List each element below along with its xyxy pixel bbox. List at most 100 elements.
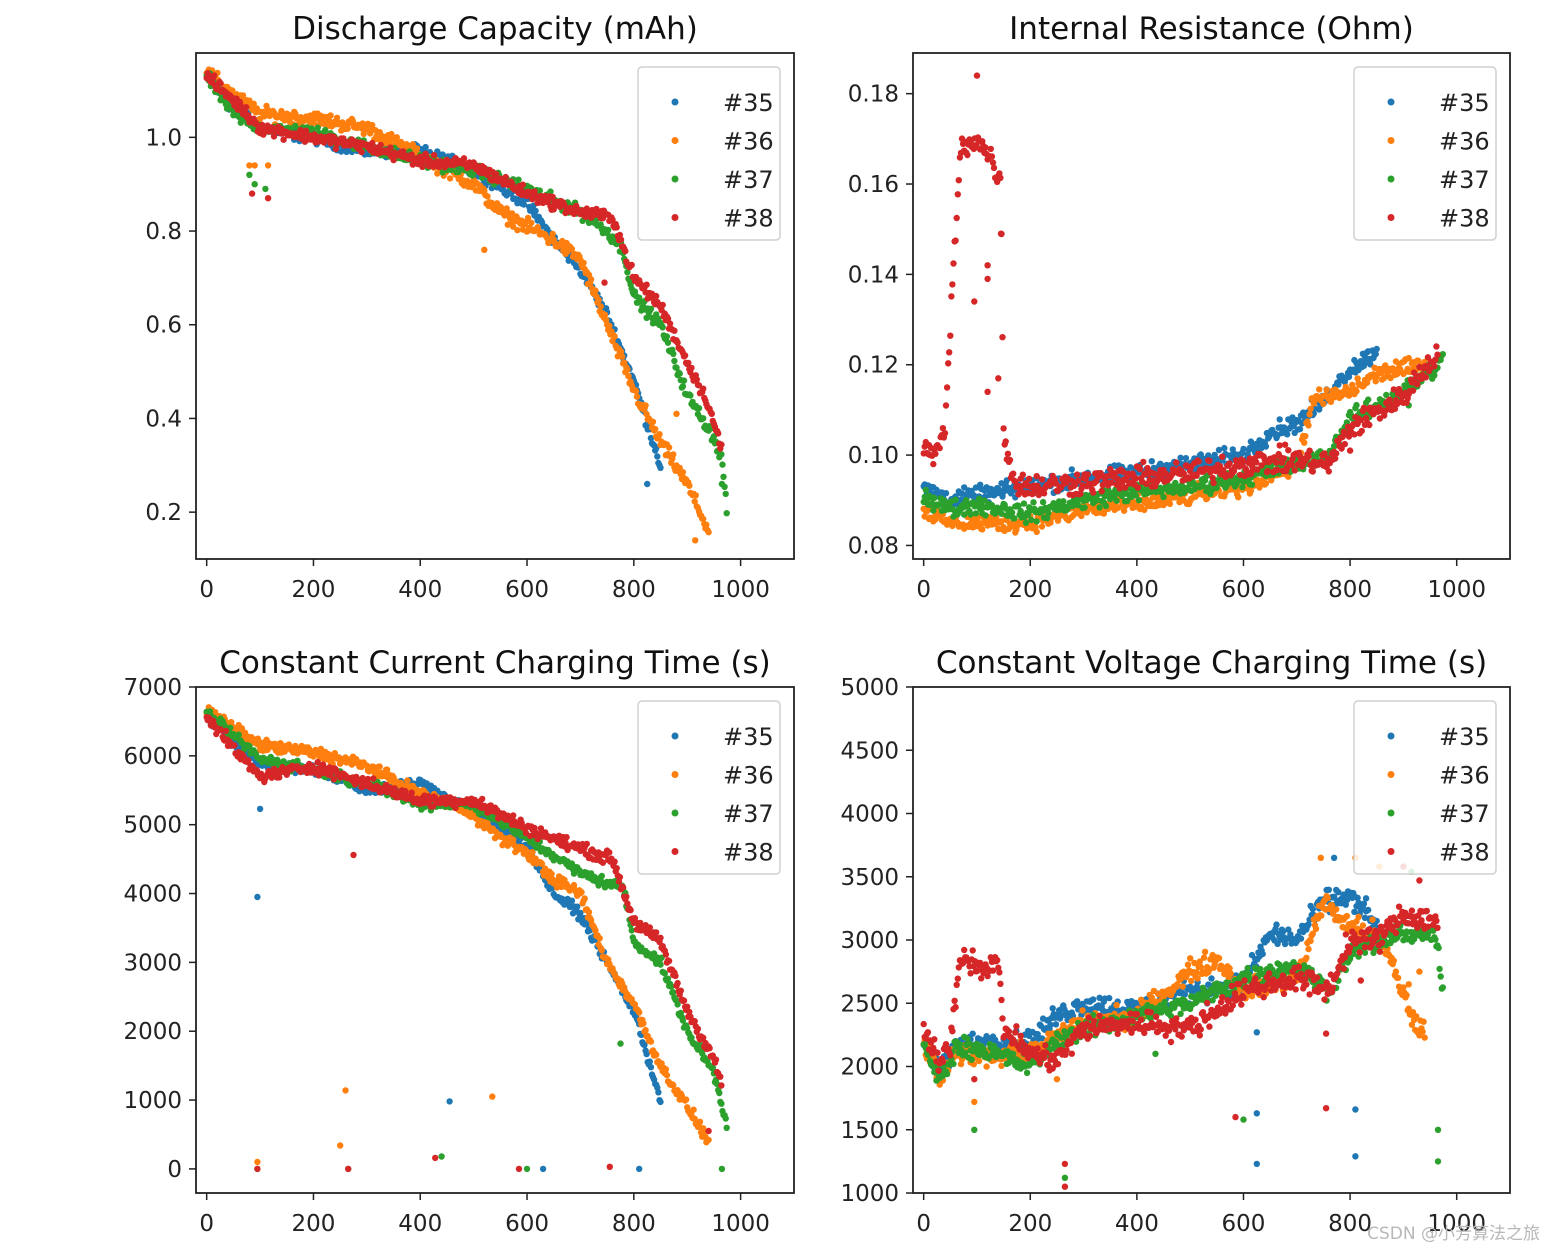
- data-point: [673, 364, 680, 371]
- data-point: [484, 193, 491, 200]
- data-point: [536, 187, 543, 194]
- data-point: [1240, 445, 1247, 453]
- legend-label: #38: [723, 205, 774, 233]
- data-point: [1274, 466, 1281, 474]
- data-point: [1022, 519, 1030, 527]
- outlier-point: [1346, 447, 1354, 454]
- y-tick-label: 0.6: [145, 313, 182, 339]
- data-point: [1008, 509, 1016, 516]
- legend-box: [1353, 66, 1497, 241]
- data-point: [211, 72, 218, 79]
- data-point: [931, 494, 938, 501]
- data-point: [598, 947, 605, 954]
- data-point: [1357, 416, 1365, 424]
- legend-label: #35: [723, 89, 774, 117]
- data-point: [430, 151, 438, 159]
- data-point: [568, 245, 576, 253]
- data-point: [1177, 454, 1184, 461]
- data-point: [1010, 470, 1017, 477]
- data-point: [1349, 381, 1356, 389]
- data-point: [1162, 470, 1169, 477]
- x-tick-label: 1000: [1427, 577, 1486, 603]
- data-point: [979, 526, 986, 533]
- data-point: [1383, 391, 1390, 399]
- outlier-point: [251, 162, 258, 169]
- data-point: [393, 134, 400, 141]
- data-point: [369, 139, 376, 147]
- data-point: [1414, 381, 1421, 388]
- data-point: [988, 153, 996, 160]
- data-point: [696, 1118, 704, 1126]
- data-point: [1070, 511, 1078, 518]
- data-point: [647, 1064, 655, 1071]
- data-point: [239, 92, 247, 99]
- data-point: [1258, 462, 1265, 469]
- y-tick-label: 0.8: [145, 219, 182, 245]
- outlier-point: [984, 262, 991, 269]
- data-point: [1136, 466, 1144, 473]
- data-point: [325, 750, 332, 758]
- data-point: [520, 201, 527, 208]
- data-point: [1173, 459, 1180, 466]
- x-tick-label: 600: [1222, 577, 1266, 603]
- subplot-title: Discharge Capacity (mAh): [292, 11, 698, 47]
- data-point: [618, 353, 626, 360]
- data-point: [587, 276, 595, 283]
- outlier-point: [264, 195, 272, 202]
- y-tick-label: 1.0: [145, 125, 182, 151]
- data-point: [1439, 351, 1447, 358]
- data-point: [574, 903, 581, 910]
- data-point: [585, 909, 593, 916]
- data-point: [413, 145, 421, 152]
- data-point: [939, 425, 947, 432]
- data-point: [632, 387, 640, 395]
- data-point: [941, 430, 949, 437]
- outlier-point: [481, 246, 488, 253]
- data-point: [606, 960, 613, 967]
- data-point: [646, 1058, 653, 1065]
- data-point: [1035, 491, 1043, 499]
- data-point: [671, 357, 678, 365]
- data-point: [1316, 386, 1323, 393]
- x-tick-label: 200: [292, 577, 336, 603]
- data-point: [609, 216, 616, 223]
- data-point: [647, 305, 655, 312]
- data-point: [383, 766, 391, 773]
- data-point: [280, 758, 287, 765]
- data-point: [1195, 458, 1202, 465]
- outlier-point: [997, 230, 1005, 237]
- data-point: [963, 496, 970, 504]
- data-point: [1280, 424, 1288, 431]
- data-point: [671, 327, 678, 334]
- data-point: [280, 136, 287, 143]
- data-point: [349, 118, 357, 125]
- data-point: [1074, 471, 1081, 478]
- data-point: [936, 444, 943, 452]
- data-point: [1182, 455, 1190, 462]
- data-point: [1199, 482, 1207, 489]
- data-point: [942, 402, 950, 409]
- data-point: [922, 486, 929, 494]
- data-point: [656, 431, 663, 438]
- series-36: [203, 704, 712, 1166]
- data-point: [314, 124, 321, 131]
- data-point: [955, 177, 962, 184]
- data-point: [1367, 361, 1374, 368]
- data-point: [1206, 457, 1213, 464]
- legend: #35#36#37#38: [637, 66, 781, 241]
- data-point: [1262, 443, 1270, 450]
- data-point: [409, 141, 416, 148]
- data-point: [1305, 422, 1312, 429]
- data-point: [229, 87, 236, 94]
- data-point: [514, 226, 521, 234]
- x-tick-label: 0: [199, 577, 214, 603]
- data-point: [999, 334, 1006, 341]
- data-point: [1077, 490, 1084, 497]
- subplot-title: Internal Resistance (Ohm): [1009, 11, 1414, 47]
- data-point: [1119, 468, 1127, 475]
- data-point: [1301, 439, 1308, 446]
- data-point: [1288, 461, 1295, 468]
- series-36: [203, 66, 712, 544]
- data-point: [1028, 516, 1035, 524]
- data-point: [990, 164, 998, 172]
